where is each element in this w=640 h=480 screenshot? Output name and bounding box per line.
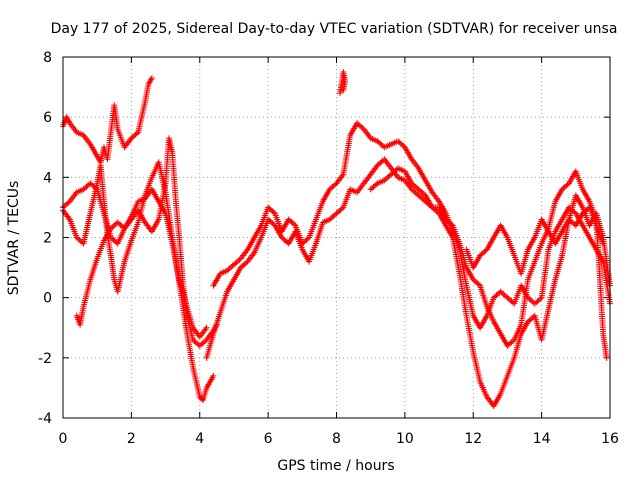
scatter-series: [463, 204, 607, 277]
x-tick-label: 6: [264, 431, 273, 447]
axis-ticks: 0 2 4 6 8 10 12 14 16 -4 -2 0 2 4 6 8: [38, 50, 619, 447]
grid: [63, 57, 610, 418]
x-tick-label: 4: [195, 431, 204, 447]
chart-title: Day 177 of 2025, Sidereal Day-to-day VTE…: [51, 21, 618, 37]
x-tick-label: 12: [464, 431, 482, 447]
x-tick-label: 0: [59, 431, 68, 447]
scatter-series: [73, 135, 220, 349]
x-axis-label: GPS time / hours: [277, 458, 394, 474]
y-tick-label: -4: [38, 411, 52, 427]
plot-frame: [62, 56, 611, 419]
data-marks: [60, 69, 613, 409]
y-tick-label: 2: [43, 231, 52, 247]
scatter-series: [60, 75, 155, 166]
y-tick-label: 4: [43, 170, 52, 186]
scatter-series: [60, 159, 217, 403]
scatter-series: [203, 156, 613, 409]
y-tick-label: 6: [43, 110, 52, 126]
scatter-series: [367, 165, 610, 361]
scatter-series: [336, 69, 349, 97]
y-axis-label: SDTVAR / TECUs: [6, 181, 22, 296]
x-tick-label: 2: [127, 431, 136, 447]
x-tick-label: 16: [601, 431, 619, 447]
scatter-series: [210, 120, 613, 331]
x-tick-label: 10: [396, 431, 414, 447]
x-tick-label: 8: [332, 431, 341, 447]
y-tick-label: 0: [43, 291, 52, 307]
y-tick-label: 8: [43, 50, 52, 66]
y-tick-label: -2: [38, 351, 52, 367]
x-tick-label: 14: [533, 431, 551, 447]
